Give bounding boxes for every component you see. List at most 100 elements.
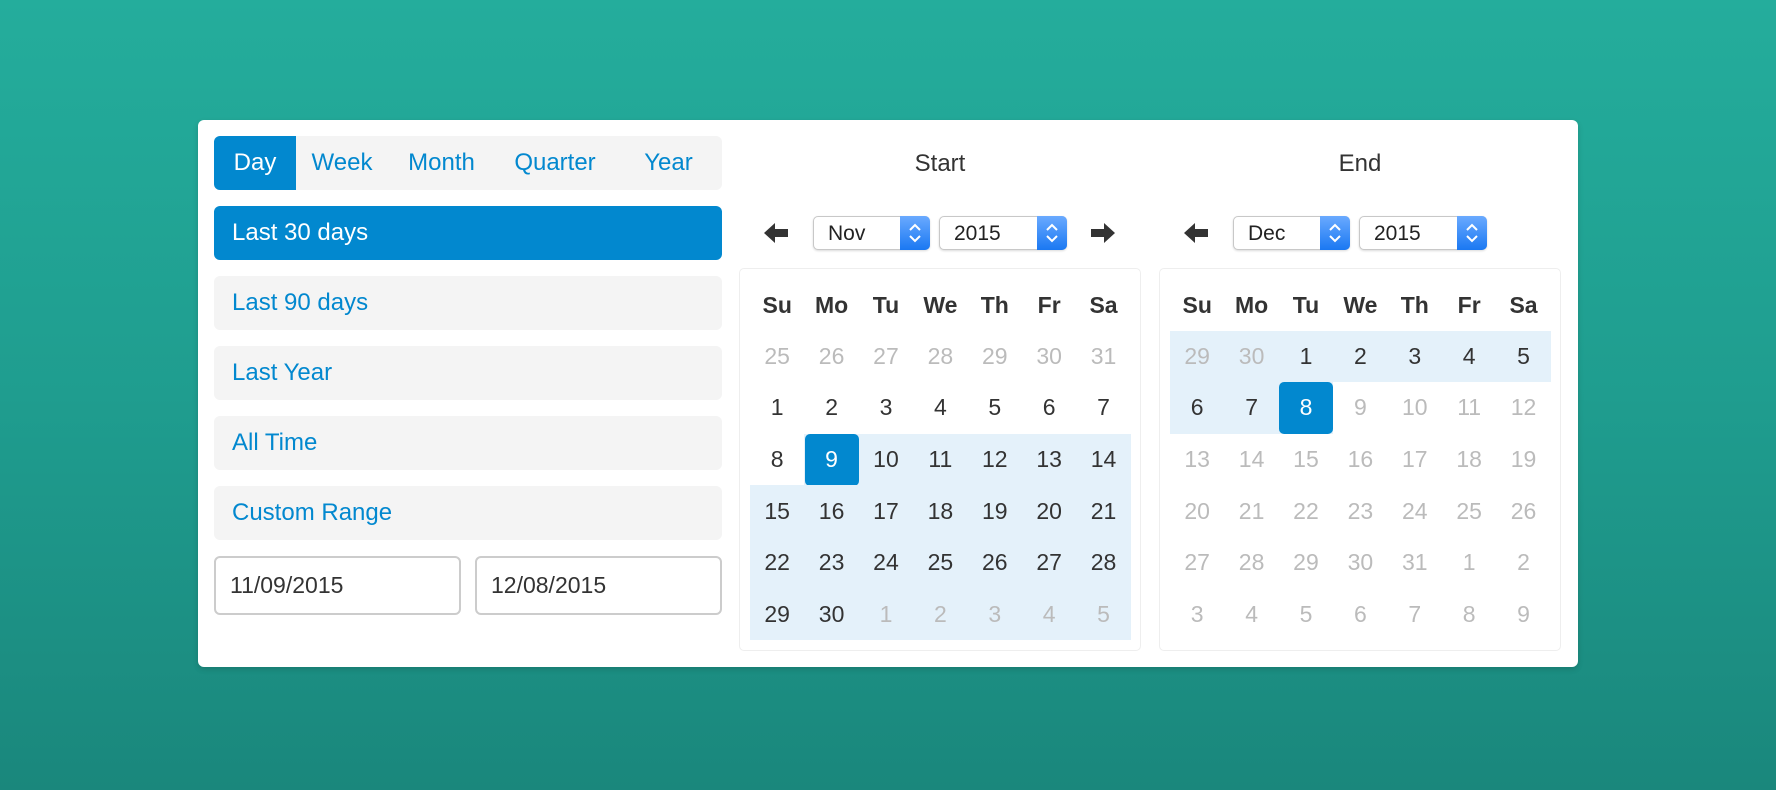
- day-cell[interactable]: 10: [1401, 394, 1428, 421]
- day-cell[interactable]: 12: [1510, 394, 1537, 421]
- start-year-select[interactable]: 2015: [939, 216, 1067, 250]
- day-cell[interactable]: 6: [1042, 394, 1056, 421]
- day-cell[interactable]: 6: [1170, 382, 1225, 434]
- day-cell[interactable]: 31: [1090, 342, 1117, 369]
- day-cell[interactable]: 29: [750, 588, 805, 641]
- day-cell[interactable]: 19: [967, 485, 1022, 537]
- tab-week[interactable]: Week: [311, 149, 373, 176]
- day-cell[interactable]: 1: [1462, 549, 1476, 576]
- start-month-select[interactable]: Nov: [813, 216, 930, 250]
- day-cell[interactable]: 3: [879, 394, 893, 421]
- day-cell[interactable]: 1: [770, 394, 784, 421]
- preset-all-time[interactable]: All Time: [214, 416, 722, 470]
- arrow-left-icon[interactable]: [1182, 220, 1210, 246]
- preset-last-30-days[interactable]: Last 30 days: [214, 206, 722, 260]
- day-cell[interactable]: 30: [804, 588, 859, 641]
- day-cell[interactable]: 5: [1299, 600, 1313, 627]
- end-date-input[interactable]: [475, 556, 722, 615]
- day-cell[interactable]: 24: [1401, 497, 1428, 524]
- day-cell[interactable]: 8: [770, 446, 784, 473]
- day-cell[interactable]: 5: [1076, 588, 1131, 641]
- preset-last-90-days[interactable]: Last 90 days: [214, 276, 722, 330]
- day-cell[interactable]: 18: [913, 485, 968, 537]
- preset-last-year[interactable]: Last Year: [214, 346, 722, 400]
- day-cell[interactable]: 18: [1456, 446, 1482, 473]
- day-cell[interactable]: 12: [967, 433, 1022, 486]
- day-cell[interactable]: 5: [988, 394, 1002, 421]
- selected-day-cell[interactable]: 8: [1278, 381, 1334, 434]
- tab-month[interactable]: Month: [408, 149, 475, 176]
- tab-year[interactable]: Year: [644, 149, 693, 176]
- preset-custom-range[interactable]: Custom Range: [214, 486, 722, 540]
- day-cell[interactable]: 25: [913, 536, 968, 589]
- day-cell[interactable]: 28: [1238, 549, 1265, 576]
- day-cell[interactable]: 21: [1238, 497, 1265, 524]
- day-cell[interactable]: 21: [1076, 485, 1131, 537]
- day-cell[interactable]: 9: [1517, 600, 1530, 627]
- day-cell[interactable]: 17: [858, 485, 914, 537]
- day-cell[interactable]: 19: [1510, 446, 1537, 473]
- day-cell[interactable]: 2: [1517, 549, 1530, 576]
- day-cell[interactable]: 6: [1353, 600, 1367, 627]
- day-cell[interactable]: 1: [1278, 330, 1334, 383]
- day-cell[interactable]: 13: [1021, 433, 1077, 486]
- day-cell[interactable]: 27: [1184, 549, 1210, 576]
- day-cell[interactable]: 28: [1076, 536, 1131, 589]
- day-cell[interactable]: 16: [1347, 446, 1374, 473]
- day-cell[interactable]: 5: [1496, 330, 1551, 383]
- day-cell[interactable]: 4: [1245, 600, 1258, 627]
- day-cell[interactable]: 29: [1170, 330, 1225, 383]
- day-cell[interactable]: 15: [1293, 446, 1319, 473]
- day-cell[interactable]: 10: [858, 433, 914, 486]
- day-cell[interactable]: 9: [1353, 394, 1367, 421]
- day-cell[interactable]: 28: [927, 342, 954, 369]
- day-cell[interactable]: 22: [750, 536, 805, 589]
- day-cell[interactable]: 26: [818, 342, 845, 369]
- day-cell[interactable]: 27: [1021, 536, 1077, 589]
- day-cell[interactable]: 20: [1021, 485, 1077, 537]
- day-cell[interactable]: 26: [967, 536, 1022, 589]
- day-cell[interactable]: 11: [1457, 394, 1482, 421]
- day-cell[interactable]: 25: [1456, 497, 1482, 524]
- day-cell[interactable]: 4: [1441, 330, 1497, 383]
- tab-day[interactable]: Day: [214, 136, 296, 190]
- end-year-select[interactable]: 2015: [1359, 216, 1487, 250]
- day-cell[interactable]: 13: [1184, 446, 1210, 473]
- day-cell[interactable]: 30: [1036, 342, 1062, 369]
- day-cell[interactable]: 30: [1224, 330, 1279, 383]
- day-cell[interactable]: 22: [1293, 497, 1319, 524]
- arrow-right-icon[interactable]: [1089, 220, 1117, 246]
- day-cell[interactable]: 3: [1190, 600, 1204, 627]
- day-cell[interactable]: 23: [804, 536, 859, 589]
- day-cell[interactable]: 11: [913, 433, 968, 486]
- selected-day-cell[interactable]: 9: [804, 433, 859, 486]
- arrow-left-icon[interactable]: [762, 220, 790, 246]
- day-cell[interactable]: 29: [981, 342, 1008, 369]
- day-cell[interactable]: 16: [804, 485, 859, 537]
- day-cell[interactable]: 15: [750, 485, 805, 537]
- day-cell[interactable]: 17: [1401, 446, 1428, 473]
- day-cell[interactable]: 3: [967, 588, 1022, 641]
- day-cell[interactable]: 3: [1387, 330, 1442, 383]
- day-cell[interactable]: 2: [1333, 330, 1388, 383]
- day-cell[interactable]: 24: [858, 536, 914, 589]
- day-cell[interactable]: 30: [1347, 549, 1374, 576]
- day-cell[interactable]: 29: [1293, 549, 1319, 576]
- day-cell[interactable]: 14: [1076, 433, 1131, 486]
- day-cell[interactable]: 26: [1510, 497, 1537, 524]
- day-cell[interactable]: 2: [913, 588, 968, 641]
- day-cell[interactable]: 14: [1238, 446, 1265, 473]
- day-cell[interactable]: 4: [1021, 588, 1077, 641]
- day-cell[interactable]: 7: [1224, 382, 1279, 434]
- day-cell[interactable]: 20: [1184, 497, 1210, 524]
- day-cell[interactable]: 4: [933, 394, 947, 421]
- day-cell[interactable]: 23: [1347, 497, 1374, 524]
- day-cell[interactable]: 1: [858, 588, 914, 641]
- day-cell[interactable]: 31: [1401, 549, 1428, 576]
- start-date-input[interactable]: [214, 556, 461, 615]
- end-month-select[interactable]: Dec: [1233, 216, 1350, 250]
- day-cell[interactable]: 7: [1408, 600, 1422, 627]
- tab-quarter[interactable]: Quarter: [514, 149, 596, 176]
- day-cell[interactable]: 25: [764, 342, 790, 369]
- day-cell[interactable]: 8: [1462, 600, 1476, 627]
